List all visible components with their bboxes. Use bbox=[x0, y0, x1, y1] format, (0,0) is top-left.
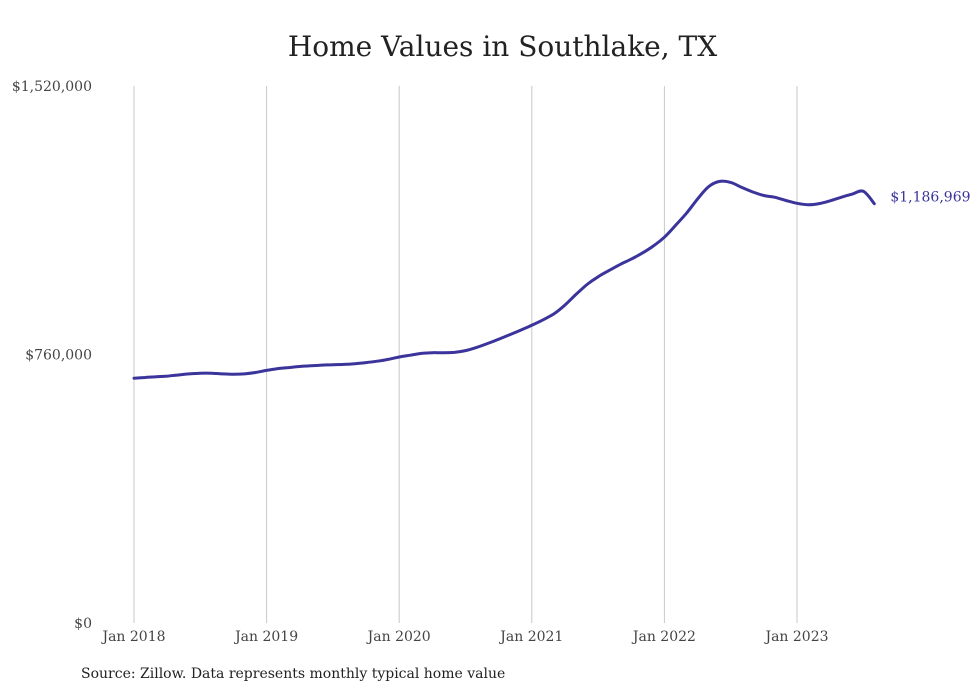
x-tick-label: Jan 2022 bbox=[631, 629, 696, 645]
x-tick-label: Jan 2021 bbox=[498, 629, 563, 645]
end-value-label: $1,186,969 bbox=[890, 190, 970, 206]
grid-lines bbox=[133, 86, 798, 623]
x-axis-ticks: Jan 2018 Jan 2019 Jan 2020 Jan 2021 Jan 2022… bbox=[100, 629, 828, 645]
x-tick-label: Jan 2020 bbox=[366, 629, 431, 645]
chart-title: Home Values in Southlake, TX bbox=[287, 30, 718, 63]
x-tick-label: Jan 2019 bbox=[233, 629, 298, 645]
x-tick-label: Jan 2018 bbox=[100, 629, 165, 645]
y-tick-label: $760,000 bbox=[25, 348, 92, 364]
x-tick-label: Jan 2023 bbox=[763, 629, 828, 645]
y-axis-ticks: $0 $760,000 $1,520,000 bbox=[12, 79, 92, 632]
source-note: Source: Zillow. Data represents monthly … bbox=[81, 666, 506, 682]
y-tick-label: $1,520,000 bbox=[12, 79, 92, 95]
series-line bbox=[132, 179, 876, 380]
y-tick-label: $0 bbox=[74, 616, 92, 632]
